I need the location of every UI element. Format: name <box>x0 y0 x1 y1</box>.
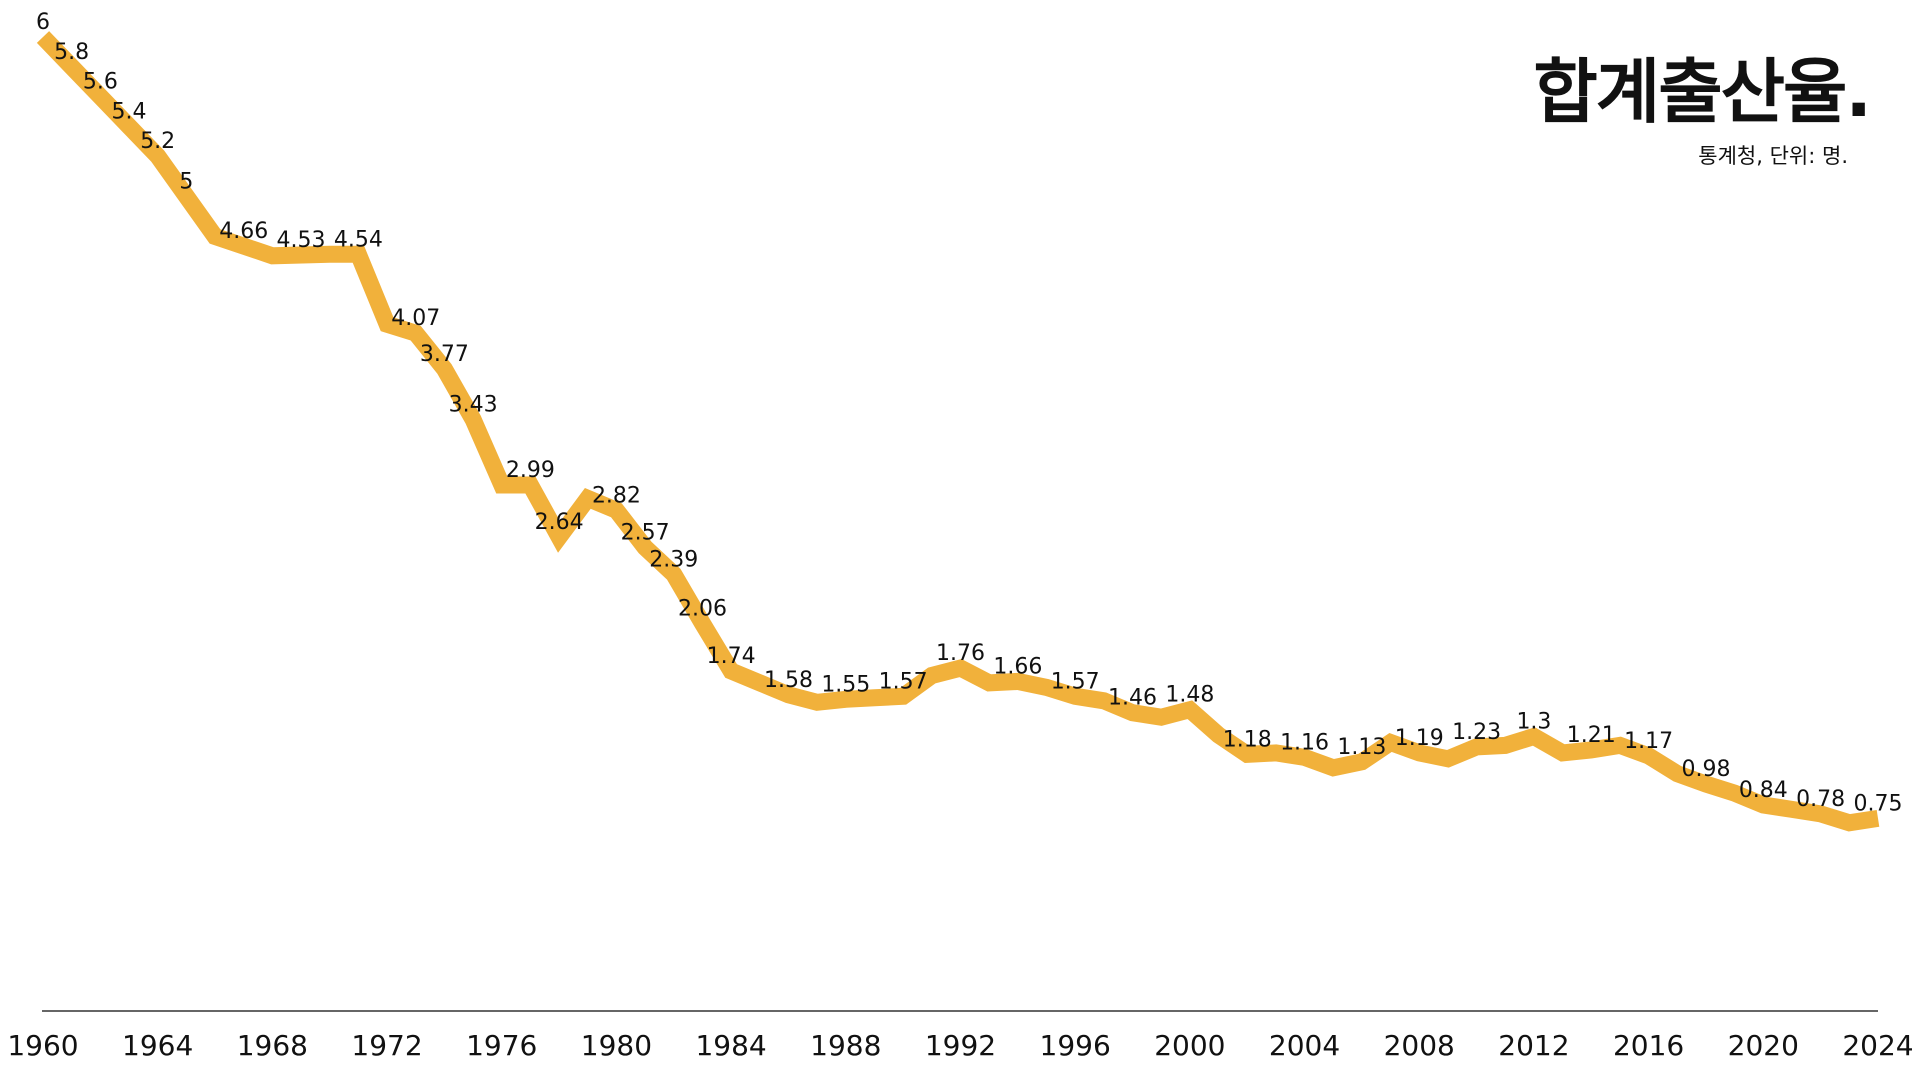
data-label: 1.23 <box>1452 720 1501 745</box>
data-label: 6 <box>36 10 50 35</box>
data-label: 0.75 <box>1854 791 1903 816</box>
data-label: 2.39 <box>649 547 698 572</box>
x-tick-label: 2020 <box>1728 1029 1799 1062</box>
x-tick-label: 1960 <box>7 1029 78 1062</box>
data-label: 4.53 <box>277 228 326 253</box>
data-label: 0.78 <box>1796 787 1845 812</box>
data-label: 5.6 <box>83 70 118 95</box>
data-label: 3.77 <box>420 342 469 367</box>
data-labels: 65.8 5.6 5.4 5.25 4.66 4.53 4.54 4.07 3.77 3.43 2.… <box>36 10 1902 816</box>
chart-title: 합계출산율. <box>1533 51 1872 133</box>
data-label: 2.06 <box>678 596 727 621</box>
data-label: 4.07 <box>391 306 440 331</box>
data-label: 2.64 <box>535 510 584 535</box>
x-tick-label: 1996 <box>1040 1029 1111 1062</box>
x-tick-label: 1976 <box>466 1029 537 1062</box>
data-label: 5 <box>179 169 193 194</box>
data-label: 1.57 <box>1051 669 1100 694</box>
x-tick-label: 1972 <box>351 1029 422 1062</box>
data-label: 1.74 <box>707 644 756 669</box>
data-label: 1.66 <box>993 654 1042 679</box>
data-label: 5.2 <box>140 129 175 154</box>
data-label: 2.99 <box>506 458 555 483</box>
data-label: 1.46 <box>1108 686 1157 711</box>
data-label: 0.84 <box>1739 778 1788 803</box>
x-tick-label: 1984 <box>695 1029 766 1062</box>
data-label: 1.55 <box>821 672 870 697</box>
chart-subtitle: 통계청, 단위: 명. <box>1698 144 1848 168</box>
x-tick-label: 2004 <box>1269 1029 1340 1062</box>
data-label: 4.54 <box>334 227 383 252</box>
x-tick-label: 2012 <box>1498 1029 1569 1062</box>
data-label: 0.98 <box>1681 757 1730 782</box>
x-tick-label: 2008 <box>1384 1029 1455 1062</box>
data-label: 1.21 <box>1567 723 1616 748</box>
x-tick-label: 1964 <box>122 1029 193 1062</box>
data-label: 1.19 <box>1395 726 1444 751</box>
data-label: 3.43 <box>449 393 498 418</box>
data-label: 1.17 <box>1624 729 1673 754</box>
x-tick-label: 1992 <box>925 1029 996 1062</box>
data-label: 2.57 <box>621 520 670 545</box>
data-label: 1.76 <box>936 641 985 666</box>
data-label: 5.8 <box>54 40 89 65</box>
x-tick-label: 1980 <box>581 1029 652 1062</box>
data-label: 5.4 <box>112 99 147 124</box>
x-tick-label: 2000 <box>1154 1029 1225 1062</box>
data-label: 4.66 <box>219 219 268 244</box>
data-label: 1.3 <box>1516 710 1551 735</box>
data-label: 1.57 <box>879 669 928 694</box>
x-tick-label: 2024 <box>1842 1029 1913 1062</box>
x-axis-ticks: 1960 1964 1968 1972 1976 1980 1984 1988 1992 1996… <box>7 1029 1913 1062</box>
series-line-fertility-rate <box>36 31 1880 832</box>
data-label: 1.18 <box>1223 727 1272 752</box>
x-tick-label: 2016 <box>1613 1029 1684 1062</box>
data-label: 2.82 <box>592 483 641 508</box>
data-label: 1.13 <box>1337 735 1386 760</box>
x-tick-label: 1968 <box>237 1029 308 1062</box>
data-label: 1.58 <box>764 668 813 693</box>
x-tick-label: 1988 <box>810 1029 881 1062</box>
data-label: 1.16 <box>1280 730 1329 755</box>
data-label: 1.48 <box>1165 683 1214 708</box>
